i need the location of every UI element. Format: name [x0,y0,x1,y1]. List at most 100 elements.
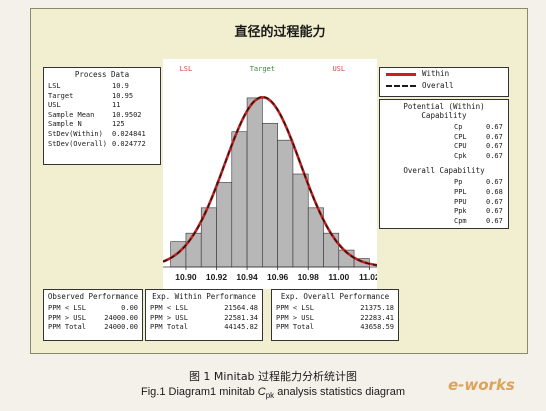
observed-row: PPM Total 24000.00 [44,323,142,333]
caption-en-c: C [257,386,266,398]
legend: Within Overall [379,67,509,97]
potential-row: CPU 0.67 [380,142,508,152]
potential-value: 0.67 [486,132,503,141]
potential-value: 0.67 [486,123,503,131]
overall-row: PPL 0.68 [380,188,508,198]
exp-within-value: 44145.82 [224,323,258,332]
process-label: Sample Mean [48,110,95,119]
histogram-bars [170,97,370,268]
histogram-bar-0 [170,241,187,268]
histogram-chart: LSL Target USL 10.90 10.92 10.94 10.96 10.98… [163,59,377,289]
histogram-bar-5 [246,97,263,268]
chart-title: 直径的过程能力 [234,25,326,40]
x-tick-label-2: 10.94 [236,272,258,282]
exp-within-value: 22581.34 [224,313,258,322]
x-tick-label-3: 10.96 [267,272,289,282]
process-label: USL [48,101,61,110]
exp-within-label: PPM < LSL [150,304,188,312]
x-tick-label-4: 10.98 [298,272,320,282]
exp-within-label: PPM > USL [150,313,188,322]
potential-row: Cpk 0.67 [380,152,508,162]
overall-capability-header: Overall Capability [403,166,485,176]
exp-overall-label: PPM < LSL [276,304,314,312]
exp-within-row: PPM Total 44145.82 [146,323,262,333]
x-tick-label-0: 10.90 [175,272,197,282]
figure-caption-zh: 图 1 Minitab 过程能力分析统计图 [188,370,358,383]
process-label: LSL [48,82,61,90]
potential-label: Cpk [454,151,467,160]
potential-row: Cp 0.67 [380,123,508,133]
process-data-box: Process Data LSL 10.9 Target 10.95 USL 11 S… [43,67,161,165]
legend-label-within: Within [422,69,450,78]
process-value: 125 [112,120,125,129]
overall-value: 0.67 [486,178,503,187]
observed-label: PPM < LSL [48,304,86,312]
exp-overall-value: 22283.41 [360,313,394,322]
overall-label: PPL [454,187,467,196]
process-label: StDev(Overall) [48,139,108,148]
process-row: StDev(Overall) 0.024772 [44,140,160,150]
histogram-bar-6 [262,122,278,268]
overall-value: 0.67 [486,207,503,216]
overall-row: Cpm 0.67 [380,217,508,227]
process-label: StDev(Within) [48,129,103,138]
overall-value: 0.68 [486,187,503,196]
potential-row: CPL 0.67 [380,133,508,143]
overall-row: Ppk 0.67 [380,207,508,217]
observed-header: Observed Performance [47,292,139,301]
legend-item-overall: Overall [380,80,508,92]
lsl-label: LSL [180,65,193,73]
exp-within-label: PPM Total [150,323,188,332]
process-row: LSL 10.9 [44,82,160,92]
overall-row: Pp 0.67 [380,178,508,188]
observed-row: PPM > USL 24000.00 [44,314,142,324]
process-row: USL 11 [44,101,160,111]
exp-overall-performance-box: Exp. Overall Performance PPM < LSL 21375.… [271,289,399,341]
legend-swatch-within [386,72,416,76]
process-value: 10.9502 [112,110,142,119]
figure-caption-en: Fig.1 Diagram1 minitab Cpk analysis stat… [0,386,546,400]
x-tick-label-5: 11.00 [328,272,349,282]
x-axis-ticks: 10.90 10.92 10.94 10.96 10.98 11.00 11.02 [175,267,377,282]
process-label: Sample N [48,120,82,129]
exp-overall-value: 43658.59 [360,323,394,332]
histogram-bar-4 [231,131,248,268]
overall-value: 0.67 [486,197,503,206]
process-label: Target [48,91,74,100]
histogram-bar-3 [216,182,233,268]
target-label: Target [250,65,275,73]
usl-label: USL [332,65,345,73]
capability-report-frame: 直径的过程能力 Process Data LSL 10.9 Target 10.95… [30,8,528,354]
x-tick-label-1: 10.92 [206,272,228,282]
potential-value: 0.67 [486,142,503,151]
exp-within-row: PPM < LSL 21564.48 [146,304,262,314]
exp-overall-value: 21375.18 [360,304,394,312]
distribution-curves [163,95,377,267]
potential-label: CPU [454,142,467,151]
histogram-bar-1 [185,232,202,268]
exp-within-value: 21564.48 [224,304,258,312]
overall-label: Pp [454,178,463,187]
exp-overall-label: PPM > USL [276,313,314,322]
observed-row: PPM < LSL 0.00 [44,304,142,314]
caption-en-sub: pk [265,391,275,401]
caption-en-suffix: analysis statistics diagram [274,386,405,398]
exp-overall-row: PPM > USL 22283.41 [272,314,398,324]
process-row: Sample N 125 [44,120,160,130]
process-value: 0.024772 [112,139,146,148]
potential-label: CPL [454,132,467,141]
process-value: 11 [112,101,121,110]
observed-value: 24000.00 [104,323,138,332]
potential-label: Cp [454,123,463,131]
legend-swatch-overall [386,85,416,87]
exp-overall-label: PPM Total [276,323,314,332]
overall-value: 0.67 [486,216,503,225]
watermark-logo: e-works [448,376,515,394]
observed-label: PPM > USL [48,313,86,322]
overall-curve [163,96,377,266]
potential-header: Potential (Within) Capability [403,102,485,120]
caption-en-prefix: Fig.1 Diagram1 minitab [140,386,258,398]
overall-row: PPU 0.67 [380,198,508,208]
process-row: Sample Mean 10.9502 [44,111,160,121]
legend-label-overall: Overall [422,81,454,90]
